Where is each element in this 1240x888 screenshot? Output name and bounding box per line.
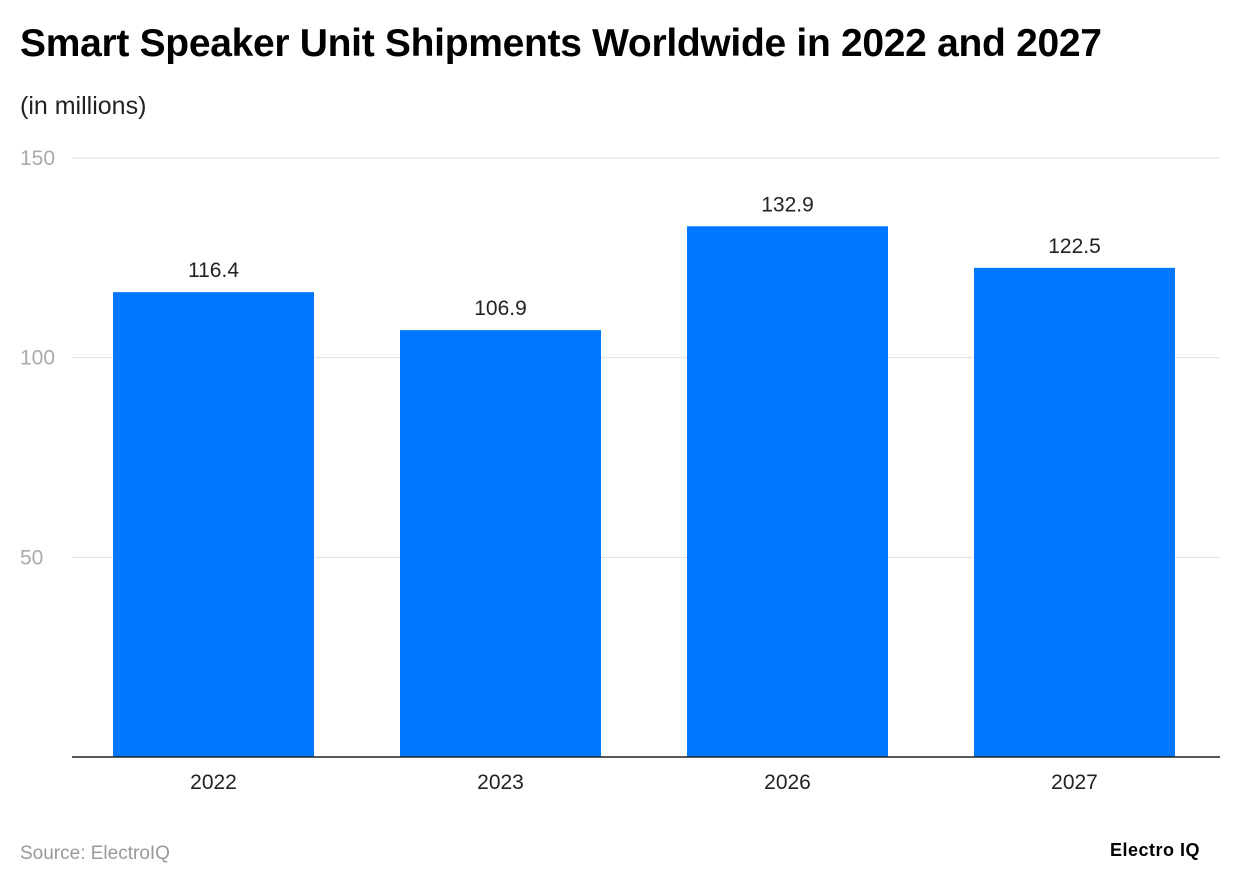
y-tick-label: 50 — [20, 546, 43, 569]
source-note: Source: ElectroIQ — [20, 843, 170, 864]
data-label: 106.9 — [474, 297, 527, 320]
data-label: 132.9 — [761, 193, 814, 216]
bar-2026 — [687, 226, 888, 757]
x-tick-label: 2022 — [190, 771, 237, 794]
data-label: 116.4 — [188, 259, 239, 282]
x-tick-label: 2027 — [1051, 771, 1098, 794]
x-tick-label: 2026 — [764, 771, 811, 794]
bar-2027 — [974, 267, 1175, 757]
chart-title: Smart Speaker Unit Shipments Worldwide i… — [20, 22, 1102, 65]
y-tick-label: 100 — [20, 347, 55, 370]
chart-subtitle: (in millions) — [20, 92, 147, 120]
bar-2023 — [400, 330, 601, 757]
electroiq-logo: Electro IQ — [1110, 840, 1201, 860]
bar-2022 — [113, 292, 314, 757]
y-tick-label: 150 — [20, 147, 55, 170]
data-label: 122.5 — [1048, 235, 1101, 258]
x-tick-label: 2023 — [477, 771, 524, 794]
